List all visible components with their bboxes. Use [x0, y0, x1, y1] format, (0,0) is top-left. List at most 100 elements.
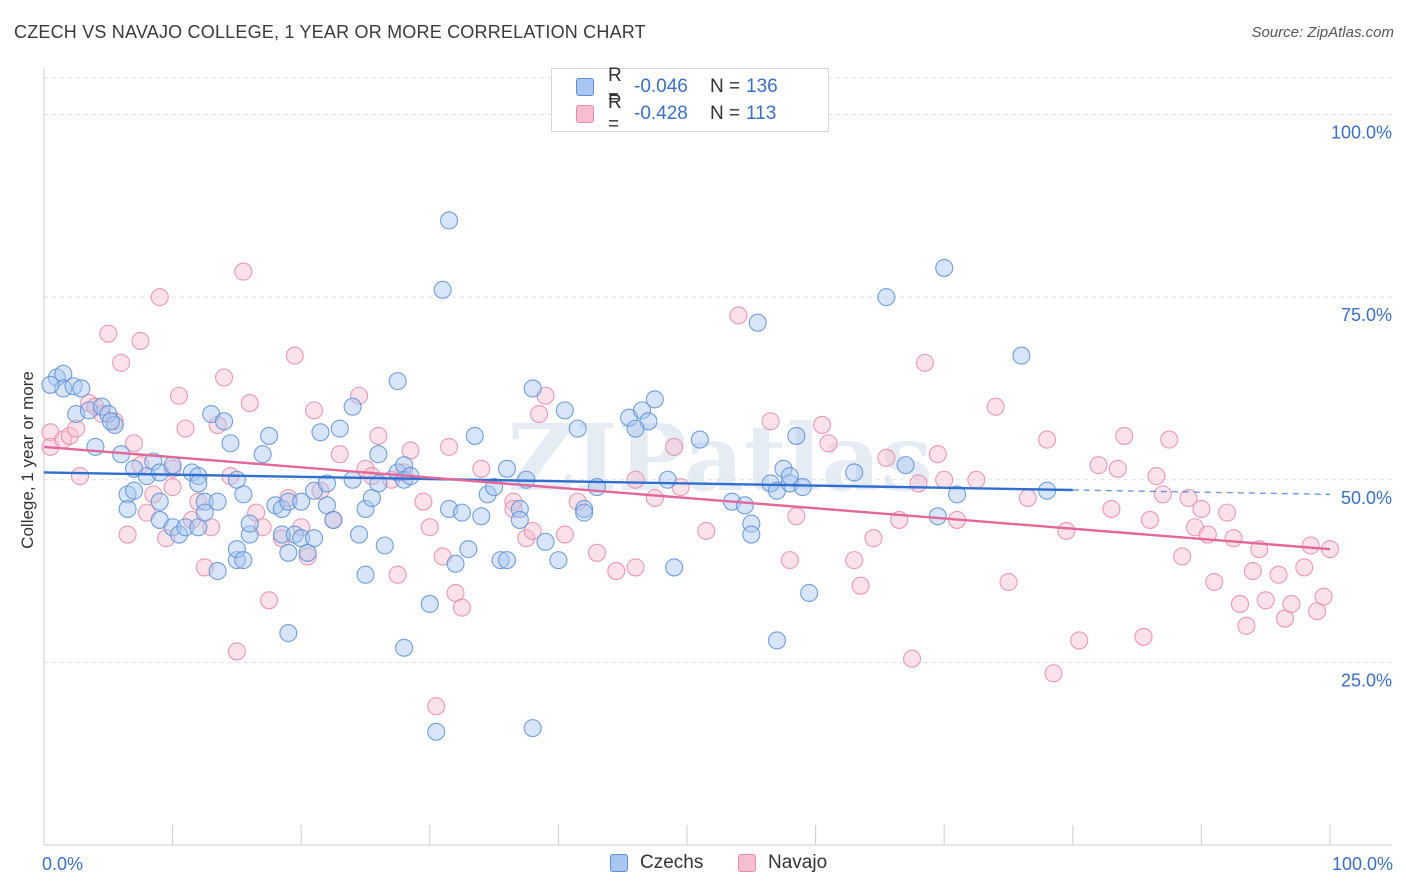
- czech-point: [41, 375, 60, 394]
- navajo-point: [1134, 627, 1153, 646]
- legend-n-value-navajo: 113: [746, 103, 777, 124]
- czech-point: [761, 474, 780, 493]
- navajo-point: [259, 591, 279, 610]
- czech-point: [658, 470, 677, 489]
- navajo-point: [1018, 488, 1037, 508]
- navajo-point: [369, 426, 388, 445]
- series-label-czechs: Czechs: [640, 852, 704, 873]
- czech-point: [272, 525, 291, 544]
- navajo-point: [1108, 459, 1127, 478]
- czech-point: [101, 412, 120, 431]
- czech-point: [221, 434, 240, 453]
- czech-point: [395, 456, 414, 475]
- czech-point: [845, 463, 864, 482]
- czech-point: [279, 492, 298, 511]
- navajo-point: [144, 485, 163, 504]
- czech-point: [240, 514, 259, 533]
- czech-point: [896, 456, 915, 475]
- czech-point: [793, 478, 812, 497]
- czech-point: [478, 485, 497, 504]
- navajo-point: [67, 419, 86, 438]
- czech-point: [240, 525, 259, 544]
- czech-trend-line: [43, 471, 1073, 492]
- legend-r-label: R =: [608, 65, 622, 108]
- series-swatch-czechs: [610, 854, 628, 872]
- czech-point: [497, 459, 517, 478]
- navajo-point: [761, 412, 780, 431]
- navajo-point: [909, 474, 928, 493]
- navajo-point: [1192, 499, 1211, 519]
- navajo-point: [163, 478, 182, 497]
- navajo-point: [819, 434, 838, 453]
- navajo-point: [902, 649, 922, 668]
- czech-point: [575, 503, 594, 522]
- navajo-point: [1057, 521, 1076, 540]
- czech-point: [195, 492, 214, 511]
- navajo-point: [99, 324, 118, 343]
- legend-row-czechs: R = -0.046 N = 136: [576, 65, 778, 108]
- navajo-point: [1089, 456, 1108, 475]
- navajo-point: [1237, 616, 1256, 635]
- czech-point: [555, 401, 574, 420]
- navajo-point: [555, 525, 574, 544]
- navajo-point: [330, 445, 349, 464]
- navajo-point: [530, 404, 549, 424]
- czech-point: [536, 532, 555, 551]
- legend-n-label: N =: [710, 76, 741, 97]
- czech-point: [214, 412, 234, 431]
- navajo-point: [845, 551, 864, 570]
- czech-point: [350, 525, 369, 544]
- czech-point: [375, 536, 394, 555]
- czech-point: [420, 594, 439, 613]
- navajo-point: [1115, 426, 1134, 445]
- czech-point: [742, 514, 761, 533]
- navajo-point: [176, 419, 195, 438]
- czech-point: [459, 540, 478, 559]
- czech-point: [330, 419, 349, 438]
- series-legend-czechs[interactable]: Czechs: [610, 852, 703, 874]
- czech-point: [665, 558, 684, 577]
- navajo-point: [292, 518, 311, 537]
- czech-point: [163, 518, 182, 537]
- czech-point: [369, 445, 388, 464]
- navajo-point: [388, 565, 407, 584]
- navajo-point: [665, 437, 684, 456]
- navajo-point: [350, 386, 369, 405]
- czech-point: [169, 525, 189, 544]
- navajo-point: [864, 529, 883, 548]
- czech-point: [324, 510, 343, 529]
- czech-point: [1012, 346, 1031, 365]
- czech-point: [787, 426, 806, 445]
- legend-r-value-navajo: -0.428: [634, 103, 688, 124]
- x-tick-label: 100.0%: [1332, 854, 1393, 874]
- czech-point: [189, 474, 208, 493]
- navajo-point: [780, 551, 799, 570]
- navajo-point: [1102, 499, 1121, 519]
- czech-point: [317, 474, 336, 493]
- czech-trend-extension: [1072, 489, 1331, 496]
- y-tick-label: 25.0%: [1341, 670, 1392, 690]
- czech-point: [208, 562, 227, 581]
- czech-point: [510, 510, 529, 529]
- series-legend-navajo[interactable]: Navajo: [738, 852, 827, 874]
- czech-point: [343, 397, 362, 416]
- navajo-point: [1173, 547, 1192, 566]
- czech-point: [272, 499, 291, 519]
- correlation-legend: R = -0.046 N = 136 R = -0.428 N = 113: [551, 65, 829, 135]
- navajo-point: [420, 518, 439, 537]
- czech-point: [234, 551, 253, 570]
- legend-r-value-czechs: -0.046: [634, 76, 688, 97]
- legend-n-label: N =: [710, 103, 741, 124]
- navajo-point: [1179, 488, 1198, 508]
- navajo-point: [877, 448, 896, 467]
- navajo-point: [1269, 565, 1288, 584]
- navajo-point: [305, 401, 324, 420]
- czech-point: [446, 554, 465, 573]
- navajo-point: [1153, 485, 1172, 504]
- navajo-point: [1160, 430, 1179, 449]
- navajo-point: [568, 492, 587, 511]
- navajo-point: [427, 697, 446, 716]
- navajo-point: [812, 415, 832, 435]
- czech-point: [259, 426, 279, 445]
